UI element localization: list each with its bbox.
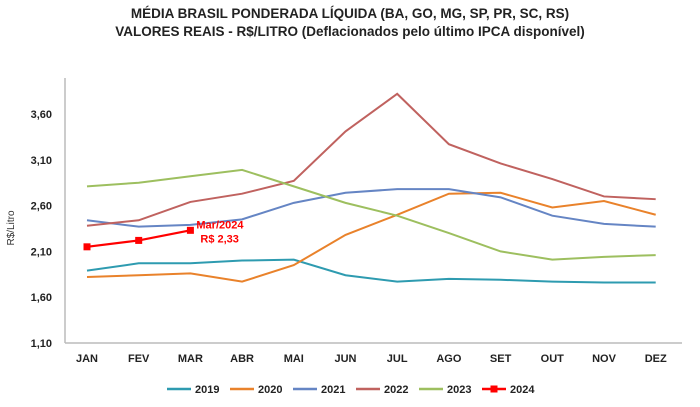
series-line-2021 [86, 188, 656, 228]
y-tick-label: 2,60 [31, 201, 52, 213]
x-tick-label: FEV [128, 353, 150, 365]
legend-label-2019: 2019 [195, 384, 219, 396]
series-line-2019 [86, 258, 656, 284]
legend-marker [490, 385, 498, 393]
x-tick-label: SET [490, 353, 512, 365]
x-tick-label: AGO [436, 353, 462, 365]
y-tick-label: 1,10 [31, 338, 52, 350]
data-point-2024 [135, 236, 143, 244]
y-axis-label: R$/Litro [6, 210, 17, 245]
legend-label-2020: 2020 [258, 384, 282, 396]
annotation-value: R$ 2,33 [200, 233, 239, 245]
chart-title: MÉDIA BRASIL PONDERADA LÍQUIDA (BA, GO, … [130, 6, 570, 21]
series-line-2023 [86, 168, 656, 261]
x-tick-label: JAN [76, 353, 98, 365]
x-tick-label: JUN [334, 353, 356, 365]
x-tick-label: MAR [178, 353, 203, 365]
annotation-label: Mar/2024 [196, 219, 244, 231]
y-tick-label: 2,10 [31, 246, 52, 258]
series-line-2022 [86, 92, 656, 227]
legend-label-2022: 2022 [384, 384, 408, 396]
chart-subtitle: VALORES REAIS - R$/LITRO (Deflacionados … [115, 24, 585, 39]
x-tick-label: MAI [284, 353, 304, 365]
x-tick-label: OUT [541, 353, 565, 365]
x-tick-label: DEZ [645, 353, 667, 365]
y-tick-label: 3,60 [31, 109, 52, 121]
x-tick-label: JUL [387, 353, 408, 365]
legend-label-2021: 2021 [321, 384, 345, 396]
legend-label-2024: 2024 [510, 384, 535, 396]
data-point-2024 [186, 226, 194, 234]
legend-label-2023: 2023 [447, 384, 471, 396]
y-tick-label: 1,60 [31, 292, 52, 304]
x-tick-label: NOV [592, 353, 617, 365]
data-point-2024 [83, 243, 91, 251]
y-tick-label: 3,10 [31, 155, 52, 167]
x-tick-label: ABR [230, 353, 254, 365]
series-line-2020 [86, 191, 656, 283]
